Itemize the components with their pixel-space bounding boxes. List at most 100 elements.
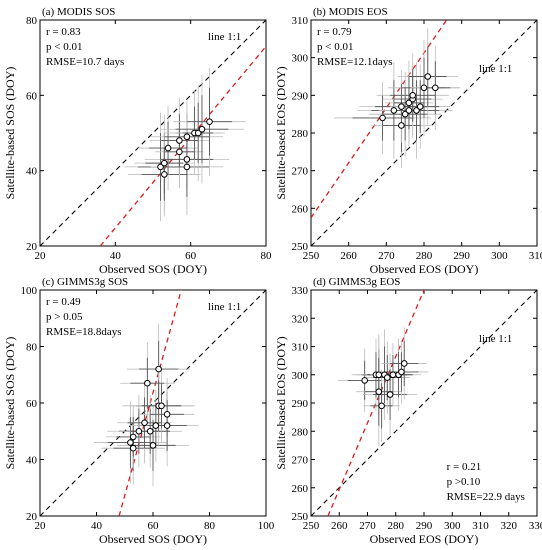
x-tick-label: 310 bbox=[529, 250, 542, 262]
plot-content bbox=[311, 290, 537, 516]
data-point bbox=[398, 103, 405, 110]
x-tick-label: 320 bbox=[501, 520, 518, 532]
y-tick-label: 20 bbox=[26, 241, 38, 253]
data-point bbox=[129, 433, 137, 441]
x-tick-label: 20 bbox=[35, 250, 47, 262]
panel-1: 20 40 60 80 20 40 60 80 Observed SOS (DOY) Satell… bbox=[3, 6, 272, 276]
data-point bbox=[141, 419, 148, 427]
panel-3: 20 40 60 80 100 20 40 60 80 100 Observed SOS (DOY)… bbox=[3, 276, 275, 546]
data-point bbox=[424, 73, 432, 80]
data-point bbox=[405, 99, 413, 107]
data-point bbox=[386, 391, 394, 398]
stats-line: r = 0.49 bbox=[46, 296, 81, 308]
stats-line: r = 0.79 bbox=[317, 26, 352, 38]
one-to-one-line bbox=[311, 290, 537, 516]
y-tick-label: 280 bbox=[292, 128, 309, 140]
y-tick-label: 310 bbox=[292, 15, 309, 27]
x-tick-label: 250 bbox=[303, 250, 320, 262]
data-point bbox=[398, 368, 405, 376]
data-point bbox=[144, 379, 151, 387]
x-tick-label: 270 bbox=[378, 250, 395, 262]
data-point bbox=[401, 110, 409, 118]
stats-line: p < 0.01 bbox=[46, 41, 82, 53]
plot-content bbox=[311, 20, 537, 246]
x-tick-label: 330 bbox=[529, 520, 542, 532]
y-tick-label: 100 bbox=[21, 285, 38, 297]
data-point bbox=[379, 114, 386, 122]
x-tick-label: 260 bbox=[331, 520, 348, 532]
stats-line: RMSE=12.1days bbox=[317, 56, 393, 68]
y-tick-label: 250 bbox=[292, 511, 309, 523]
x-tick-label: 60 bbox=[185, 250, 197, 262]
y-tick-label: 80 bbox=[26, 342, 38, 354]
data-point bbox=[194, 129, 202, 137]
y-tick-label: 270 bbox=[292, 166, 309, 178]
data-point bbox=[416, 103, 424, 110]
one-to-one-label: line 1:1 bbox=[479, 63, 512, 75]
data-point bbox=[361, 377, 368, 384]
y-tick-label: 60 bbox=[26, 90, 38, 102]
y-tick-label: 250 bbox=[292, 241, 309, 253]
panel-2: 250 260 270 280 290 300 310 250 260 270 280 290 300 3… bbox=[274, 6, 542, 276]
one-to-one-label: line 1:1 bbox=[208, 301, 241, 313]
data-point bbox=[383, 374, 391, 381]
x-tick-label: 290 bbox=[453, 250, 470, 262]
data-point bbox=[135, 427, 143, 435]
x-tick-label: 280 bbox=[388, 520, 405, 532]
x-tick-label: 260 bbox=[340, 250, 357, 262]
plot-content bbox=[40, 290, 266, 516]
y-tick-label: 60 bbox=[26, 398, 38, 410]
data-point bbox=[183, 156, 191, 163]
one-to-one-label: line 1:1 bbox=[479, 333, 512, 345]
fit-line bbox=[99, 45, 266, 246]
x-tick-label: 20 bbox=[35, 520, 47, 532]
y-tick-label: 290 bbox=[292, 398, 309, 410]
y-tick-label: 300 bbox=[292, 53, 309, 65]
x-tick-label: 290 bbox=[416, 520, 433, 532]
y-tick-label: 320 bbox=[292, 313, 309, 325]
x-tick-label: 40 bbox=[110, 250, 122, 262]
y-tick-label: 20 bbox=[26, 511, 38, 523]
data-point bbox=[129, 444, 137, 452]
data-point bbox=[432, 84, 439, 92]
y-tick-label: 270 bbox=[292, 455, 309, 467]
data-point bbox=[146, 427, 154, 435]
plot-content bbox=[40, 20, 266, 246]
data-point bbox=[390, 107, 398, 114]
plot-frame bbox=[39, 19, 267, 247]
stats-line: RMSE=22.9 days bbox=[447, 491, 525, 503]
stats-line: RMSE=18.8days bbox=[46, 326, 122, 338]
data-point bbox=[149, 442, 157, 449]
data-point bbox=[400, 360, 408, 367]
y-axis-label: Satellite-based EOS (DOY) bbox=[274, 336, 288, 469]
data-point bbox=[420, 84, 428, 92]
data-point bbox=[161, 171, 168, 178]
panel-title: (d) GIMMS3g EOS bbox=[313, 276, 400, 288]
panel-title: (c) GIMMS3g SOS bbox=[42, 276, 128, 288]
data-point bbox=[163, 411, 171, 418]
data-point bbox=[198, 125, 206, 133]
stats-line: p >0.10 bbox=[447, 476, 481, 488]
data-point bbox=[163, 422, 171, 429]
x-tick-label: 280 bbox=[416, 250, 433, 262]
panel-title: (a) MODIS SOS bbox=[42, 6, 115, 18]
y-axis-label: Satellite-based SOS (DOY) bbox=[3, 337, 17, 470]
panel-4: 250 260 270 280 290 300 310 320 330 250 260 270 280 2… bbox=[274, 276, 542, 546]
x-tick-label: 310 bbox=[472, 520, 489, 532]
data-point bbox=[378, 402, 385, 410]
x-tick-label: 80 bbox=[261, 250, 273, 262]
y-tick-label: 260 bbox=[292, 483, 309, 495]
data-point bbox=[375, 371, 383, 379]
y-tick-label: 260 bbox=[292, 203, 309, 215]
x-axis-label: Observed EOS (DOY) bbox=[370, 262, 479, 276]
y-tick-label: 300 bbox=[292, 370, 309, 382]
data-point bbox=[405, 107, 413, 114]
data-point bbox=[206, 118, 213, 125]
x-tick-label: 250 bbox=[303, 520, 320, 532]
data-point bbox=[409, 92, 417, 99]
x-tick-label: 300 bbox=[444, 520, 461, 532]
y-tick-label: 330 bbox=[292, 285, 309, 297]
data-point bbox=[158, 402, 165, 410]
data-point bbox=[398, 122, 405, 129]
